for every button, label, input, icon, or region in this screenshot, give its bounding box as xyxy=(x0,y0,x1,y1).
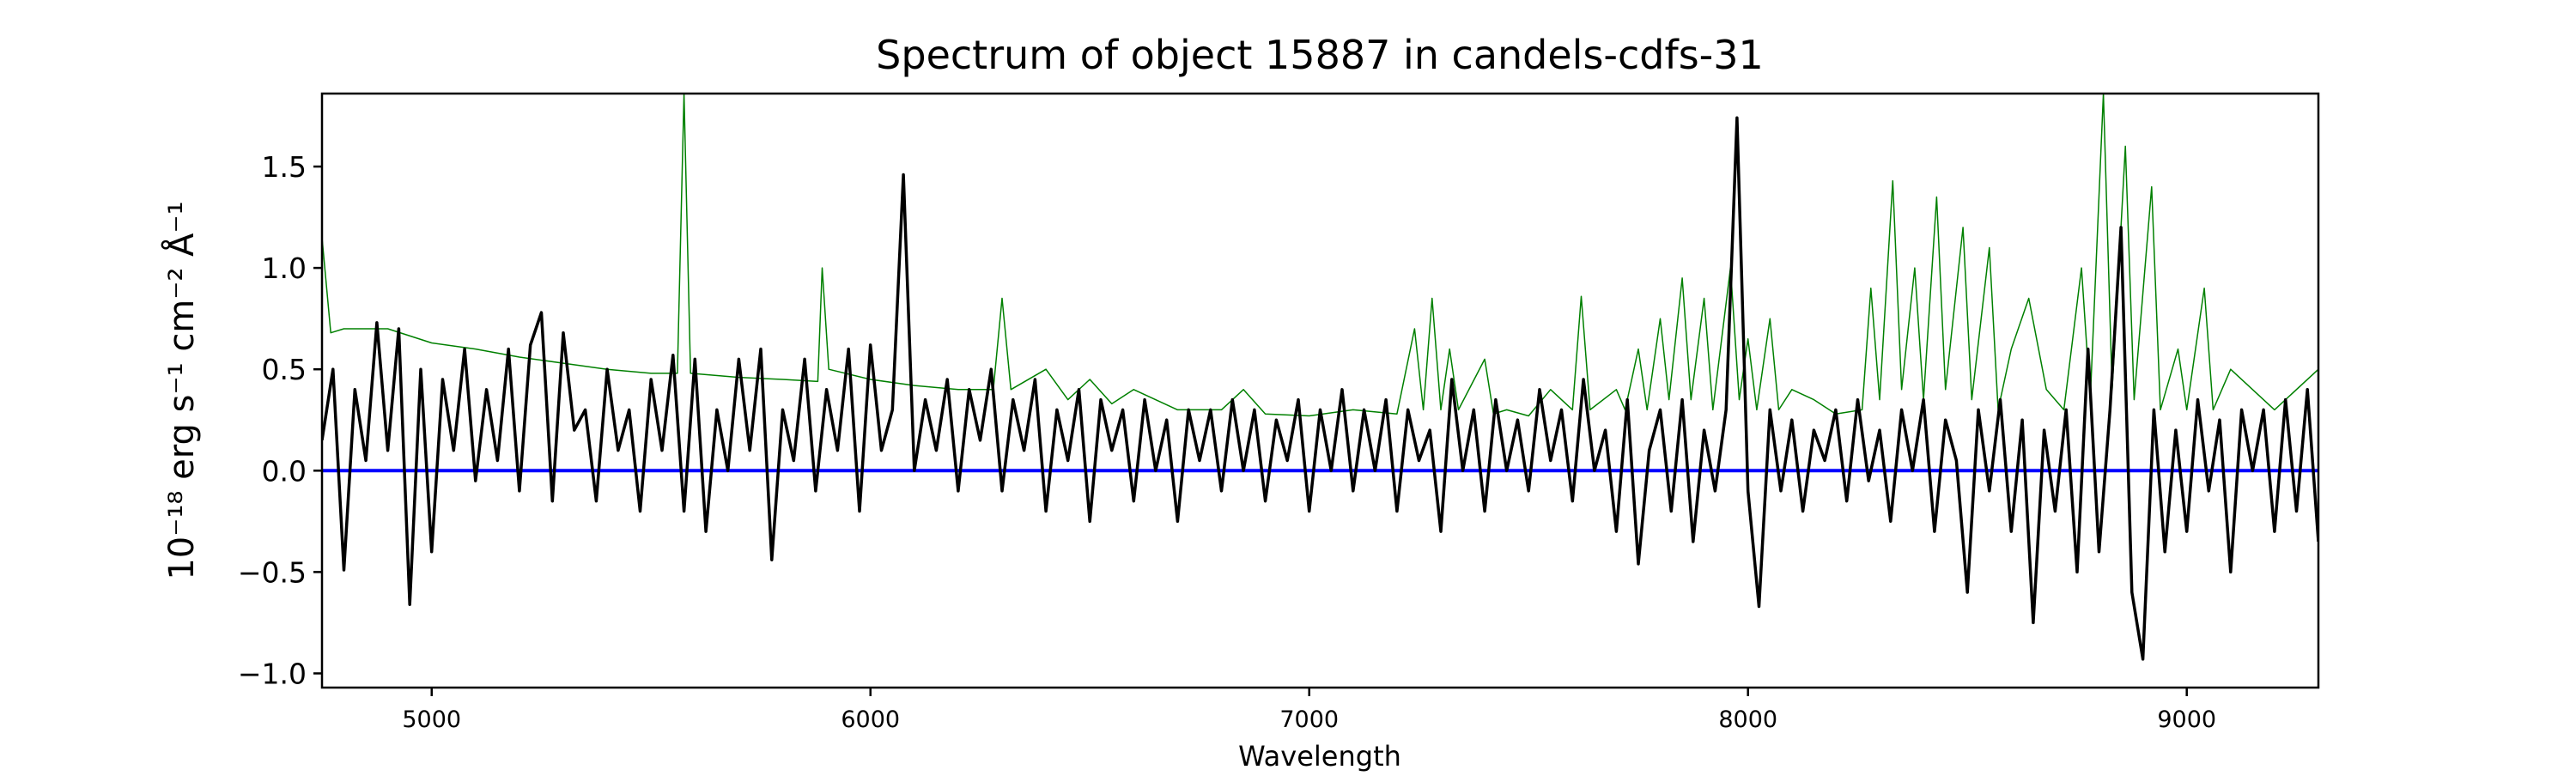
y-tick-label: 0.0 xyxy=(262,454,307,488)
y-tick-label: 1.5 xyxy=(262,150,307,184)
x-tick-label: 8000 xyxy=(1718,706,1777,733)
x-tick-label: 6000 xyxy=(841,706,900,733)
chart-title: Spectrum of object 15887 in candels-cdfs… xyxy=(876,32,1764,78)
series-line-flux xyxy=(322,116,2318,661)
y-tick-label: 0.5 xyxy=(262,353,307,386)
x-tick-label: 7000 xyxy=(1279,706,1339,733)
series-line-model xyxy=(322,94,2318,417)
y-tick-label: −1.0 xyxy=(238,657,307,690)
x-axis-label: Wavelength xyxy=(1238,740,1401,773)
x-tick-label: 5000 xyxy=(402,706,461,733)
y-tick-label: −0.5 xyxy=(238,555,307,589)
y-axis-label: 10⁻¹⁸ erg s⁻¹ cm⁻² Å⁻¹ xyxy=(161,201,202,579)
y-tick-label: 1.0 xyxy=(262,252,307,285)
x-tick-label: 9000 xyxy=(2157,706,2216,733)
plot-frame xyxy=(320,92,2320,689)
